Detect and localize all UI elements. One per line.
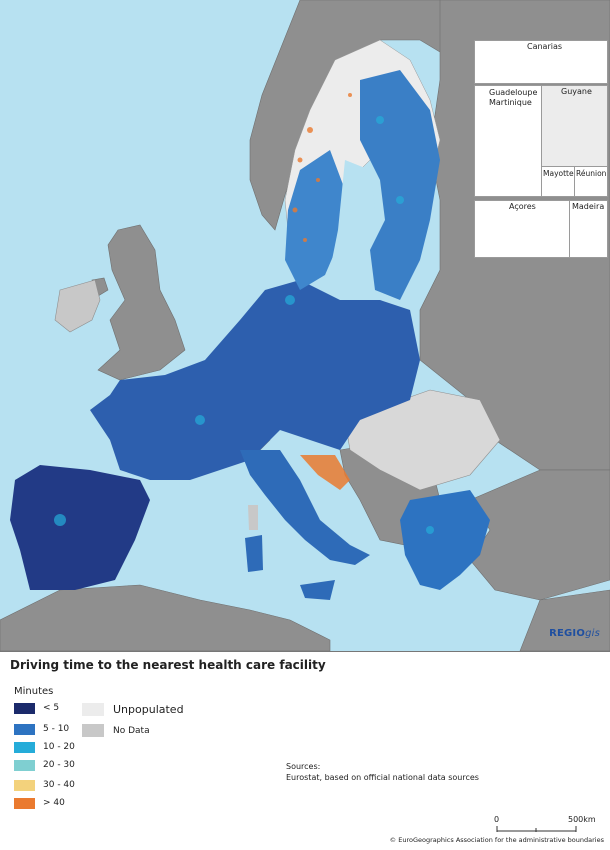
greece	[400, 490, 490, 590]
map-canvas	[0, 0, 610, 651]
sicily	[300, 580, 335, 600]
scale-max-value: 500	[568, 815, 584, 824]
regiogis-credit: REGIOgis	[549, 628, 600, 639]
inset-guadeloupe-label: Guadeloupe	[489, 88, 538, 97]
legend-label: 20 - 30	[43, 760, 75, 770]
inset-acores-label: Açores	[509, 202, 536, 211]
legend-swatch-unpopulated	[82, 703, 104, 716]
corsica	[248, 505, 258, 530]
legend-swatch	[14, 723, 35, 735]
scale-max-label: 500km	[568, 815, 596, 824]
legend-no-data-label: No Data	[113, 725, 150, 736]
inset-guadeloupe-martinique: Guadeloupe Martinique	[474, 85, 542, 197]
great-britain-land	[97, 224, 186, 381]
map-divider	[0, 651, 610, 652]
legend-item: 20 - 30	[14, 759, 75, 771]
inset-mayotte-label: Mayotte	[543, 169, 574, 178]
map-title: Driving time to the nearest health care …	[10, 658, 326, 672]
croatia-coast	[300, 455, 350, 490]
legend-item: < 5	[14, 702, 59, 714]
legend-unpopulated: Unpopulated	[82, 703, 184, 716]
legend-label: 5 - 10	[43, 724, 70, 734]
legend-label: 30 - 40	[43, 780, 75, 790]
legend-swatch	[14, 702, 35, 714]
baltic-sea	[330, 160, 375, 280]
legend-unpopulated-label: Unpopulated	[113, 703, 184, 716]
inset-acores: Açores	[474, 200, 570, 258]
middle-east-land	[519, 589, 610, 651]
legend-label: 10 - 20	[43, 742, 75, 752]
scale-line	[496, 826, 577, 832]
regiogis-brand: REGIO	[549, 628, 586, 639]
legend-item: 10 - 20	[14, 741, 75, 753]
finland-baltics	[360, 70, 440, 300]
sweden-south	[285, 150, 345, 290]
legend-item: 5 - 10	[14, 723, 69, 735]
inset-martinique-label: Martinique	[489, 98, 532, 107]
sources-text: Eurostat, based on official national dat…	[286, 773, 479, 782]
legend-swatch	[14, 741, 35, 753]
copyright-note: © EuroGeographics Association for the ad…	[389, 836, 604, 844]
scale-bar: 0 500km	[494, 815, 596, 833]
legend-swatch	[14, 779, 35, 791]
inset-canarias-label: Canarias	[527, 42, 563, 51]
legend-item: 30 - 40	[14, 779, 75, 791]
legend-swatch-no-data	[82, 724, 104, 737]
italy	[240, 450, 370, 565]
legend-swatch	[14, 797, 35, 809]
ireland-nodata	[54, 279, 101, 333]
legend-label: > 40	[43, 798, 65, 808]
scale-zero-label: 0	[494, 815, 500, 824]
inset-madeira: Madeira	[569, 200, 608, 258]
romania-bulgaria-nodata	[344, 389, 501, 491]
inset-reunion-label: Réunion	[576, 169, 607, 178]
map-area: Canarias Guadeloupe Martinique Guyane Ma…	[0, 0, 610, 651]
legend-item: > 40	[14, 797, 65, 809]
inset-reunion: Réunion	[574, 166, 608, 197]
inset-guyane-label: Guyane	[561, 87, 592, 96]
turkey-land	[469, 469, 610, 601]
inset-canarias: Canarias	[474, 40, 608, 84]
sardinia	[245, 535, 263, 572]
legend-label: < 5	[43, 703, 60, 713]
central-eu-mainland	[90, 280, 420, 480]
north-africa-land	[0, 584, 331, 651]
legend-title: Minutes	[14, 686, 54, 697]
sources-block: Sources: Eurostat, based on official nat…	[286, 761, 479, 783]
regiogis-suffix: gis	[585, 628, 600, 639]
scale-unit: km	[583, 815, 596, 824]
inset-guyane: Guyane	[541, 85, 608, 167]
legend-no-data: No Data	[82, 724, 150, 737]
legend-swatch	[14, 759, 35, 771]
iberia	[10, 465, 150, 590]
sources-heading: Sources:	[286, 762, 321, 771]
inset-mayotte: Mayotte	[541, 166, 575, 197]
inset-madeira-label: Madeira	[572, 202, 605, 211]
